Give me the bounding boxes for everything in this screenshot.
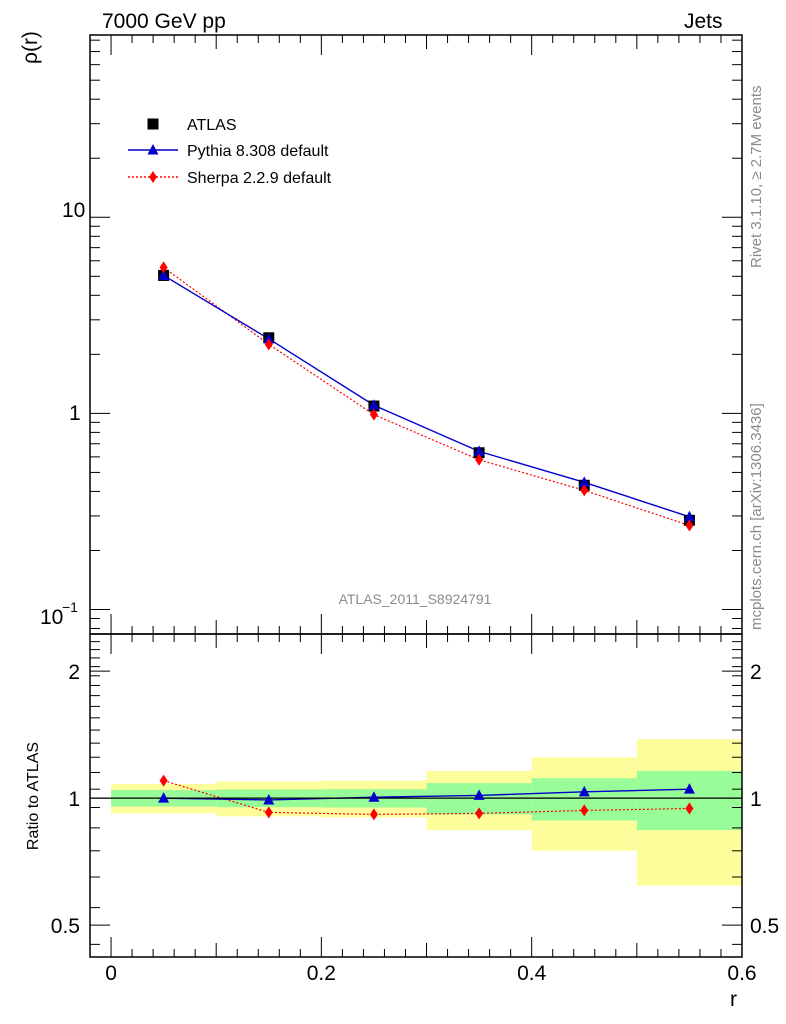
main-point-diamond — [685, 519, 694, 532]
ratio-point-triangle — [683, 783, 695, 794]
sherpa-line — [163, 266, 690, 527]
main-ytick-label: 10 — [40, 606, 63, 629]
main-ylabel: ρ(r) — [19, 31, 42, 64]
main-point-diamond — [580, 484, 589, 497]
header-right: Jets — [684, 10, 723, 33]
main-point-triangle — [473, 445, 485, 456]
ratio-point-triangle — [368, 791, 380, 802]
x-axis-label: r — [730, 988, 737, 1011]
ratio-point-diamond — [369, 808, 378, 821]
main-point-diamond — [369, 408, 378, 421]
header-left: 7000 GeV pp — [102, 10, 226, 33]
ratio-point-diamond — [685, 802, 694, 815]
ratio-point-triangle — [473, 789, 485, 800]
main-point-diamond — [159, 261, 168, 274]
legend-label: Pythia 8.308 default — [187, 143, 329, 160]
main-ytick-label-exp: −1 — [62, 599, 78, 615]
ratio-ytick-label-left: 1 — [68, 788, 80, 811]
legend-label: Sherpa 2.2.9 default — [187, 170, 332, 187]
main-ytick-label: 1 — [69, 402, 81, 425]
ratio-ytick-label-left: 0.5 — [51, 915, 80, 938]
ratio-point-diamond — [264, 806, 273, 819]
ratio-ytick-label-right: 0.5 — [750, 915, 779, 938]
legend-label: ATLAS — [187, 117, 237, 134]
main-ytick-label: 10 — [62, 199, 85, 222]
main-point-diamond — [475, 453, 484, 466]
ratio-point-triangle — [578, 785, 590, 797]
x-tick-label: 0.4 — [517, 962, 547, 985]
main-point-triangle — [263, 332, 275, 344]
ratio-point-diamond — [159, 774, 168, 787]
ratio-ytick-label-left: 2 — [68, 661, 80, 684]
legend-marker-square — [147, 118, 159, 130]
ratio-point-diamond — [475, 807, 484, 820]
ratio-frame — [89, 633, 743, 958]
ratio-ytick-label-right: 2 — [750, 661, 762, 684]
ratio-band-inner — [636, 770, 742, 831]
x-tick-label: 0.6 — [727, 962, 756, 985]
main-point-diamond — [264, 338, 273, 351]
ratio-point-triangle — [263, 793, 275, 805]
main-point-triangle — [158, 269, 170, 280]
pythia-line — [163, 274, 690, 518]
ratio-ytick-label-right: 1 — [750, 788, 762, 811]
ratio-point-diamond — [580, 804, 589, 817]
x-tick-label: 0 — [105, 962, 117, 985]
main-point-triangle — [578, 476, 590, 487]
legend-marker-triangle — [147, 144, 159, 155]
ratio-point-triangle — [158, 792, 170, 803]
x-tick-label: 0.2 — [307, 962, 336, 985]
legend-marker-diamond — [149, 171, 157, 183]
ratio-ylabel: Ratio to ATLAS — [25, 742, 42, 850]
main-point-triangle — [683, 510, 695, 522]
pythia-ratio-line — [163, 788, 690, 801]
main-point-triangle — [368, 399, 380, 410]
analysis-watermark: ATLAS_2011_S8924791 — [339, 591, 492, 607]
